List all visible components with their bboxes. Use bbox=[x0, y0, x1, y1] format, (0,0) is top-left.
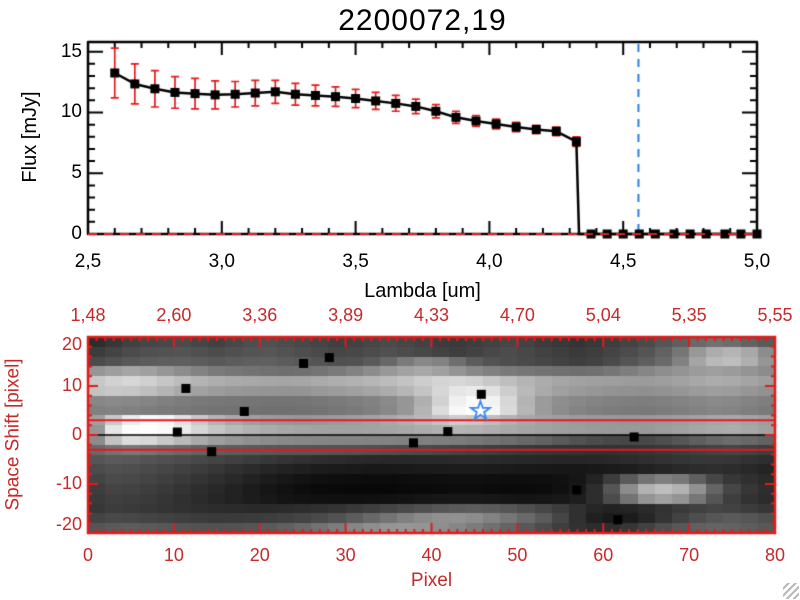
lambda-tick-label: 3,5 bbox=[342, 251, 369, 272]
wavelength-top-tick-label: 5,55 bbox=[757, 305, 793, 325]
spectrogram-image-canvas bbox=[0, 300, 800, 600]
wavelength-top-tick-label: 1,48 bbox=[70, 305, 106, 325]
lambda-tick-label: 5,0 bbox=[743, 251, 771, 272]
pixel-tick-label: 30 bbox=[335, 545, 356, 565]
lambda-tick-label: 4,5 bbox=[609, 251, 637, 272]
wavelength-top-tick-label: 4,33 bbox=[413, 305, 450, 325]
wavelength-top-tick-label: 5,35 bbox=[671, 305, 707, 325]
space-shift-tick-label: 10 bbox=[61, 375, 82, 395]
space-shift-tick-label: 0 bbox=[71, 424, 82, 444]
space-shift-tick-label: -10 bbox=[55, 473, 82, 493]
flux-axis-label: Flux [mJy] bbox=[19, 91, 41, 183]
lambda-tick-label: 2,5 bbox=[74, 251, 102, 272]
wavelength-top-tick-label: 5,04 bbox=[585, 305, 621, 325]
flux-tick-label: 5 bbox=[71, 162, 82, 184]
wavelength-top-tick-label: 4,70 bbox=[499, 305, 535, 325]
wavelength-top-tick-label: 3,89 bbox=[328, 305, 364, 325]
pixel-tick-label: 50 bbox=[507, 545, 528, 565]
flux-tick-label: 0 bbox=[71, 223, 82, 244]
flux-tick-label: 10 bbox=[60, 101, 82, 123]
pixel-tick-label: 70 bbox=[679, 545, 700, 565]
pixel-tick-label: 0 bbox=[82, 545, 93, 565]
wavelength-top-tick-label: 2,60 bbox=[156, 305, 192, 325]
lambda-tick-label: 3,0 bbox=[208, 251, 235, 272]
pixel-tick-label: 20 bbox=[249, 545, 270, 565]
pixel-tick-label: 10 bbox=[163, 545, 184, 565]
window-resize-grip[interactable] bbox=[783, 583, 799, 599]
lambda-axis-label: Lambda [um] bbox=[364, 280, 481, 302]
pixel-tick-label: 60 bbox=[593, 545, 614, 565]
lambda-tick-label: 4,0 bbox=[476, 251, 503, 272]
plot-title: 2200072,19 bbox=[338, 4, 507, 37]
space-shift-tick-label: 20 bbox=[61, 334, 82, 354]
pixel-tick-label: 40 bbox=[421, 545, 442, 565]
pixel-axis-label: Pixel bbox=[410, 570, 453, 591]
flux-tick-label: 15 bbox=[60, 40, 82, 62]
wavelength-top-tick-label: 3,36 bbox=[242, 305, 278, 325]
space-shift-tick-label: -20 bbox=[55, 514, 82, 534]
spectrum-plot-canvas bbox=[0, 0, 800, 300]
pixel-tick-label: 80 bbox=[764, 545, 786, 565]
